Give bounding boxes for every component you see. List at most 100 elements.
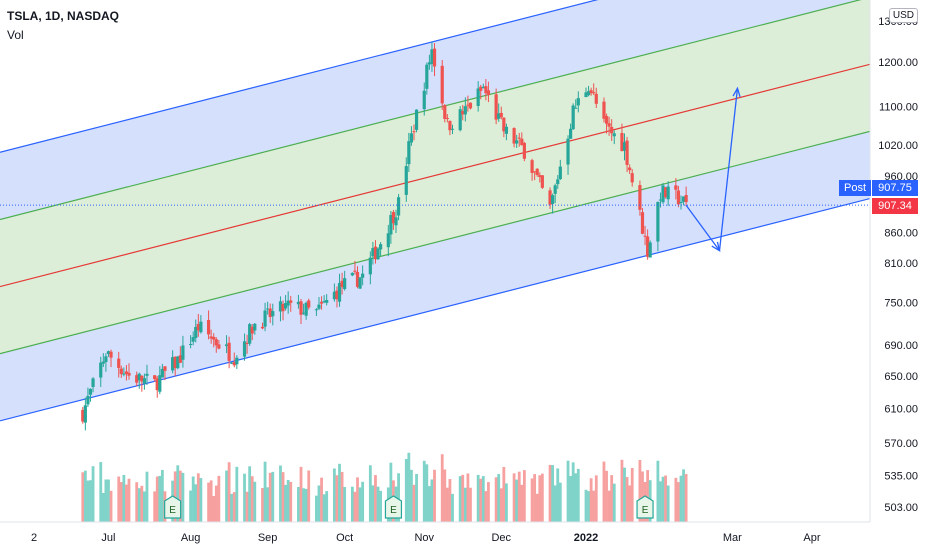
candle-body [355,271,360,287]
volume-bar [535,493,539,522]
volume-bar [135,482,139,522]
candle-body [196,324,200,331]
volume-bar [630,468,634,522]
candle-body [317,304,321,309]
candle-body [679,202,683,204]
candle-body [117,358,121,368]
volume-bar [178,470,182,522]
volume-bar [286,479,290,522]
candle-body [533,171,537,173]
candle-body [271,311,275,317]
candle-body [458,109,462,131]
volume-bar [281,472,285,522]
currency-badge[interactable]: USD [888,8,918,23]
candle-body [171,357,175,371]
price-tick-label: 1100.00 [879,102,918,114]
candle-body [119,368,123,375]
symbol-title[interactable]: TSLA, 1D, NASDAQ [7,9,120,23]
candle-body [142,378,146,384]
candle-body [622,142,627,151]
time-tick-label: Nov [414,532,434,544]
candle-body [176,356,180,369]
volume-bar [422,460,426,522]
volume-bar [427,486,431,522]
volume-bar [548,464,552,522]
candle-body [620,133,624,152]
volume-bar [196,473,200,522]
volume-bar [592,490,596,522]
volume-bar [117,476,121,522]
volume-bar [558,482,562,522]
candle-body [553,185,557,194]
volume-bar [520,484,524,522]
volume-bar [494,477,498,522]
candle-body [448,120,452,131]
volume-bar [332,468,336,522]
candle-body [661,185,665,203]
candle-body [253,323,257,331]
volume-bar [505,483,508,522]
volume-bar [433,469,436,522]
volume-bar [410,469,413,522]
candle-body [373,246,378,260]
volume-bar [463,487,467,522]
candle-body [368,257,372,275]
volume-indicator-label[interactable]: Vol [7,28,24,42]
volume-bar [638,460,642,522]
candle-body [340,280,344,288]
candle-body [656,201,660,242]
candle-body [607,123,611,127]
channel-inner-band [0,0,870,354]
volume-bar [268,472,272,522]
candle-body [206,320,211,335]
volume-bar [245,491,249,522]
time-tick-label: Sep [258,532,278,544]
volume-bar [160,469,164,522]
volume-bar [587,491,590,522]
candle-body [571,105,575,130]
candle-body [404,166,408,195]
time-tick-label: 2022 [574,532,598,544]
candle-body [350,272,354,276]
volume-bar [379,490,383,522]
volume-bar [304,488,308,522]
earnings-marker[interactable]: E [384,495,403,519]
candle-body [497,113,501,119]
candle-body [494,94,498,120]
candle-body [643,235,647,237]
candle-body [158,375,162,392]
candle-body [450,128,455,130]
volume-bar [181,472,185,522]
volume-bar [279,465,282,522]
volume-bar [484,491,488,522]
earnings-marker[interactable]: E [164,495,182,519]
candle-body [630,173,634,183]
candle-body [358,277,362,289]
volume-bar [684,474,688,522]
candle-body [209,336,213,339]
volume-bar [574,473,578,522]
volume-bar [566,460,570,522]
price-tick-label: 570.00 [884,438,918,450]
volume-bar [232,492,236,522]
volume-bar [127,478,131,522]
volume-bar [325,491,329,522]
candle-body [343,278,347,290]
volume-bar [125,484,128,522]
candle-body [325,300,329,303]
volume-bar [101,492,105,522]
candle-body [140,375,144,382]
candle-body [304,302,308,316]
candle-body [199,321,203,333]
earnings-marker[interactable]: E [636,495,654,519]
candle-body [145,373,149,376]
projection-arrow-down [685,204,721,252]
candle-body [586,91,591,96]
volume-bar [620,459,624,522]
candle-body [81,409,85,422]
projection-arrow-up [718,88,739,251]
volume-bar [89,480,92,522]
candle-body [422,90,426,110]
volume-bar [302,488,305,522]
